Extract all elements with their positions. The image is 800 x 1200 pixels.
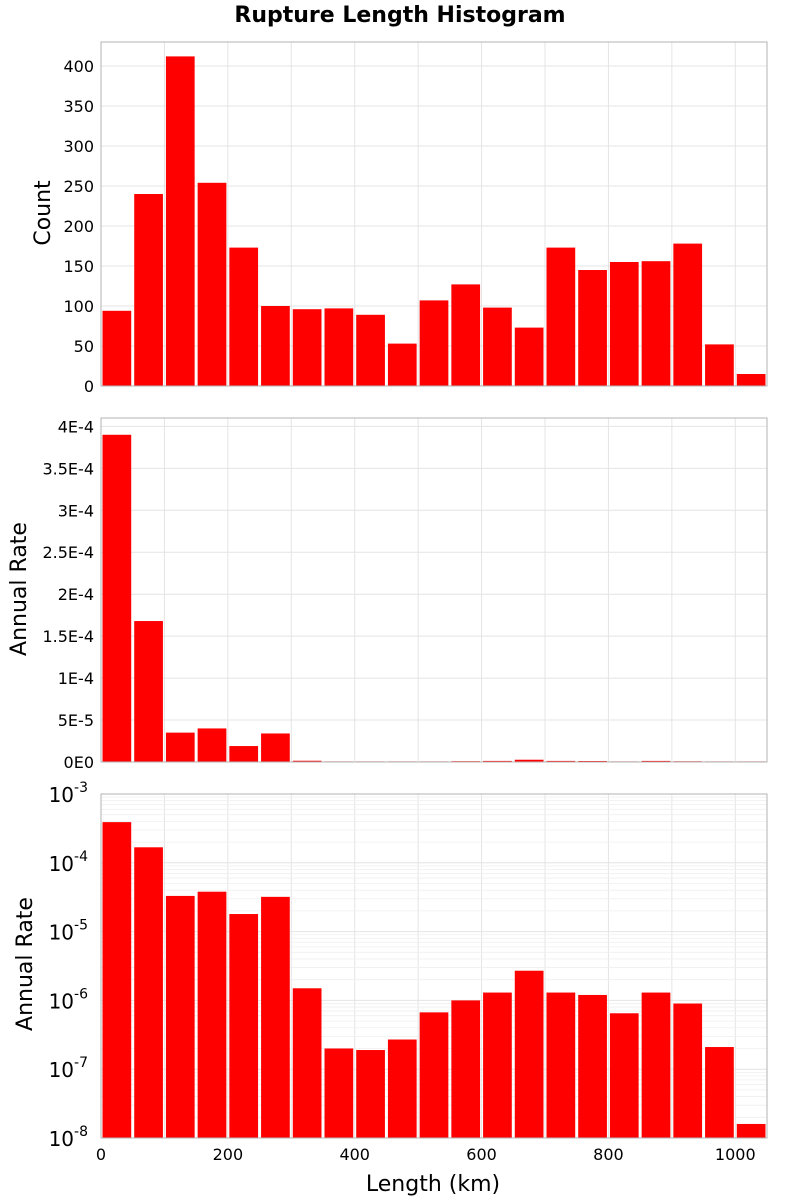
y-tick-label: 5E-5: [58, 711, 94, 730]
histogram-bar: [609, 1013, 639, 1138]
histogram-bar: [451, 284, 481, 386]
plot-frame: [100, 41, 768, 387]
histogram-bar: [261, 733, 290, 762]
histogram-bar: [641, 760, 671, 762]
histogram-bar: [705, 1047, 734, 1138]
histogram-bar: [356, 314, 385, 386]
x-tick-label: 800: [593, 1145, 624, 1164]
histogram-bar: [134, 194, 163, 386]
histogram-bar: [578, 270, 607, 386]
histogram-bar: [483, 307, 512, 386]
y-tick-label: 350: [63, 97, 94, 116]
histogram-bar: [451, 1000, 481, 1138]
histogram-bar: [197, 728, 227, 762]
histogram-bar: [736, 1123, 766, 1138]
annual-rate-axis-label-linear: Annual Rate: [7, 522, 32, 656]
y-tick-label: 3E-4: [58, 501, 94, 520]
y-tick-label: 400: [63, 57, 94, 76]
histogram-bar: [578, 760, 607, 762]
histogram-bar: [324, 308, 354, 386]
y-tick-label: 10-5: [49, 918, 88, 945]
y-tick-label: 10-3: [49, 780, 88, 807]
y-tick-label: 1.5E-4: [42, 627, 94, 646]
x-tick-label: 1000: [715, 1145, 756, 1164]
histogram-bar: [134, 621, 163, 762]
annual-rate-linear-panel: 0E0 5E-5 1E-4 1.5E-4 2E-4 2.5E-4 3E-4 3.5E-4 4E-…: [42, 417, 768, 772]
y-tick-label: 200: [63, 217, 94, 236]
y-tick-label: 2E-4: [58, 585, 94, 604]
histogram-bar: [514, 759, 544, 762]
histogram-bar: [514, 327, 544, 386]
y-tick-label: 10-8: [49, 1124, 88, 1151]
y-tick-label: 1E-4: [58, 669, 94, 688]
chart-title: Rupture Length Histogram: [234, 3, 565, 28]
histogram-bar: [165, 56, 195, 387]
y-tick-label: 10-7: [49, 1055, 88, 1082]
histogram-bar: [387, 1039, 417, 1138]
histogram-bar: [165, 732, 195, 762]
y-tick-label: 250: [63, 177, 94, 196]
y-tick-label: 50: [74, 337, 94, 356]
histogram-bar: [324, 1048, 354, 1138]
histogram-bar: [197, 182, 227, 386]
x-tick-label: 400: [339, 1145, 370, 1164]
histogram-bar: [578, 994, 607, 1138]
histogram-bar: [641, 261, 671, 386]
count-panel: 0 50 100 150 200 250 300 350 400: [63, 41, 768, 396]
y-tick-label: 300: [63, 137, 94, 156]
histogram-bar: [387, 343, 417, 386]
histogram-bar: [102, 310, 132, 386]
histogram-bar: [261, 306, 290, 386]
histogram-bar: [229, 746, 259, 762]
histogram-bar: [546, 992, 576, 1138]
histogram-bar: [514, 970, 544, 1138]
histogram-bar: [134, 847, 163, 1138]
histogram-bar: [483, 992, 512, 1138]
histogram-bar: [102, 822, 132, 1138]
y-tick-label: 0: [84, 377, 94, 396]
histogram-bar: [705, 344, 734, 386]
plot-frame: [100, 417, 768, 763]
annual-rate-axis-label-log: Annual Rate: [13, 897, 38, 1031]
histogram-bar: [736, 374, 766, 386]
x-tick-label: 200: [213, 1145, 244, 1164]
histogram-bar: [102, 434, 132, 762]
y-tick-label: 150: [63, 257, 94, 276]
count-axis-label: Count: [31, 180, 56, 246]
histogram-bar: [229, 247, 259, 386]
y-tick-label: 2.5E-4: [42, 543, 94, 562]
histogram-bar: [673, 243, 703, 386]
y-tick-label: 0E0: [64, 753, 94, 772]
histogram-bar: [546, 247, 576, 386]
y-tick-label: 4E-4: [58, 417, 94, 436]
y-tick-label: 10-6: [49, 986, 89, 1013]
histogram-bar: [419, 300, 449, 386]
histogram-bar: [292, 988, 322, 1138]
histogram-bar: [609, 262, 639, 386]
histogram-bar: [419, 1012, 449, 1138]
x-tick-label: 0: [96, 1145, 106, 1164]
histogram-bar: [261, 896, 290, 1138]
plot-frame: [100, 793, 768, 1139]
histogram-bar: [356, 1050, 385, 1138]
histogram-bar: [292, 760, 322, 762]
histogram-bar: [165, 895, 195, 1138]
y-tick-label: 100: [63, 297, 94, 316]
x-axis-label: Length (km): [366, 1172, 500, 1197]
annual-rate-log-panel: 10-8 10-7 10-6 10-5 10-4 10-3 0 200 400 600 800 100…: [49, 780, 768, 1164]
histogram-bar: [197, 891, 227, 1138]
y-tick-label: 10-4: [49, 849, 89, 876]
histogram-bar: [229, 914, 259, 1138]
histogram-bar: [483, 760, 512, 762]
histogram-bar: [292, 309, 322, 386]
histogram-bar: [546, 760, 576, 762]
histogram-bar: [673, 1003, 703, 1138]
y-tick-label: 3.5E-4: [42, 459, 94, 478]
x-tick-label: 600: [466, 1145, 497, 1164]
histogram-bar: [641, 992, 671, 1138]
